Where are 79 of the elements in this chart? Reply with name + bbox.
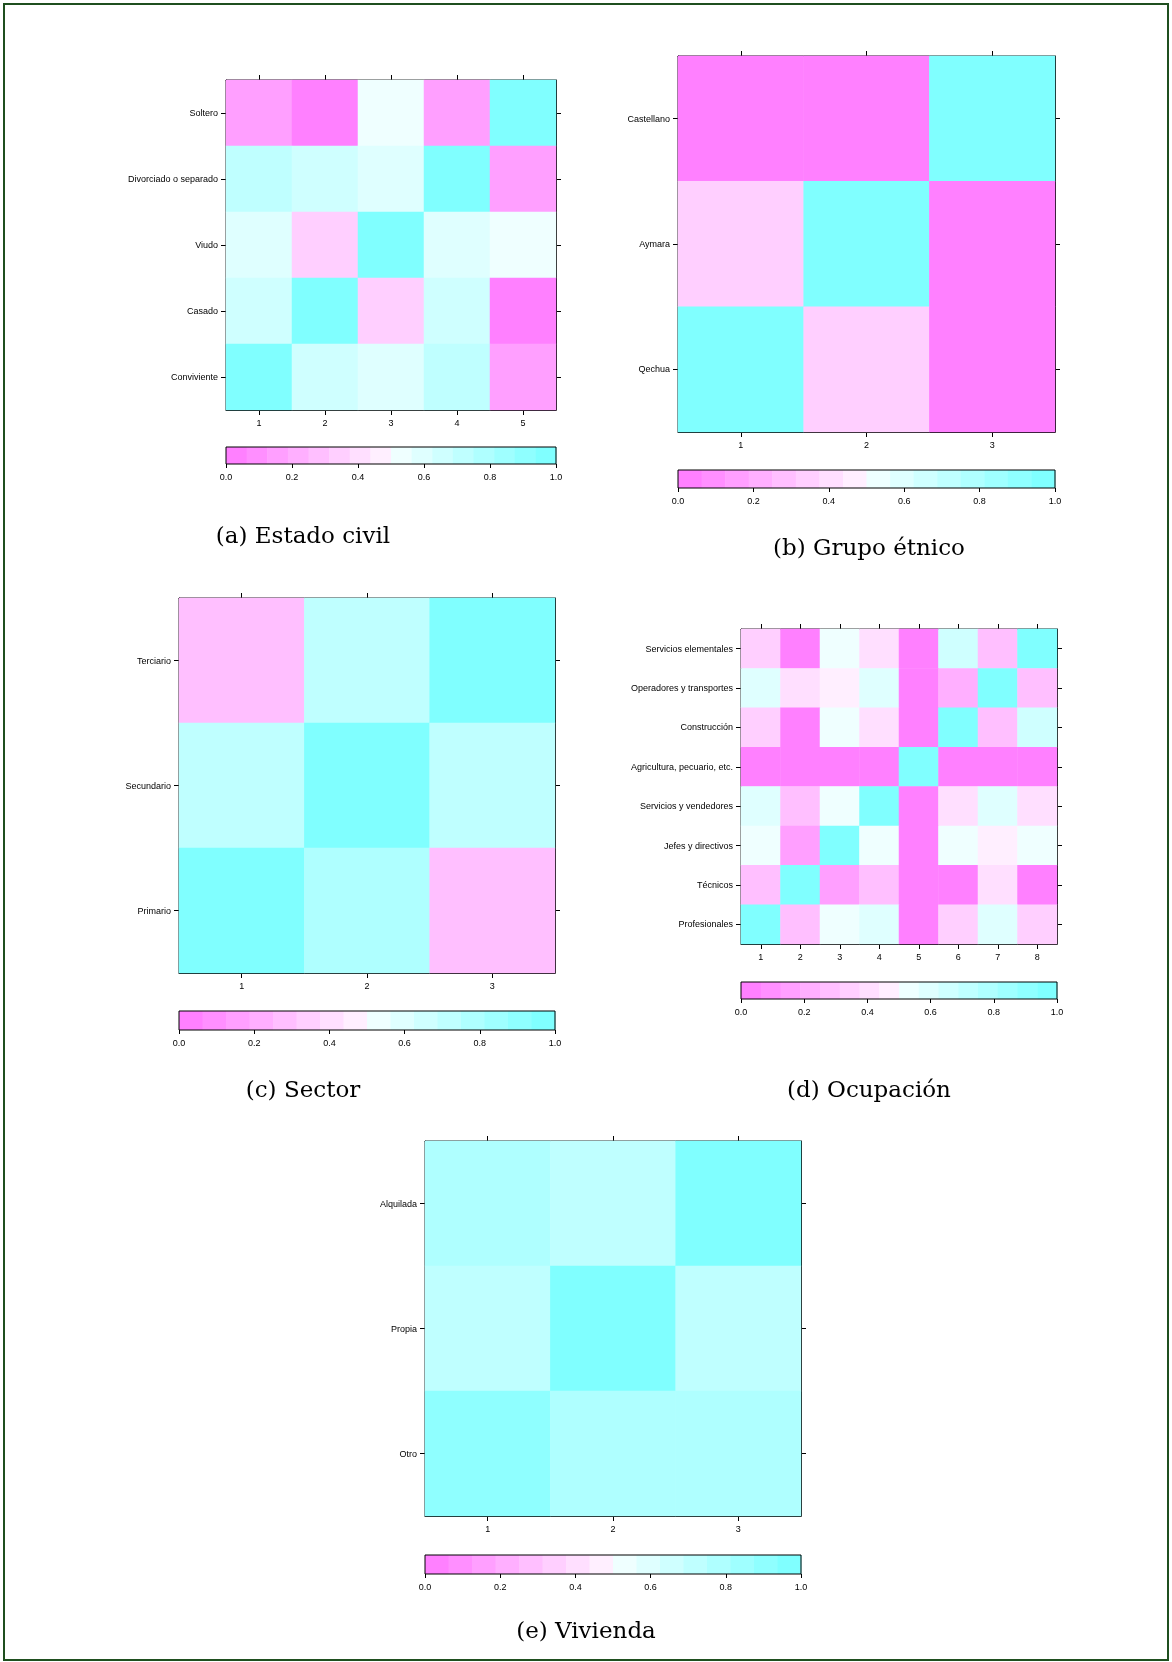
color-bar-label: 0.2 xyxy=(285,471,299,482)
y-tick-label: Jefes y directivos xyxy=(663,840,734,851)
x-tick-label: 4 xyxy=(454,417,460,428)
color-bar-label: 1.0 xyxy=(794,1581,808,1592)
color-bar-label: 0.2 xyxy=(247,1037,261,1048)
text: (c) Sector xyxy=(245,1075,361,1102)
color-bar-label: 0.0 xyxy=(734,1006,748,1017)
y-tick-label: Técnicos xyxy=(696,879,734,890)
text: (e) Vivienda xyxy=(516,1616,657,1643)
y-tick-label: Castellano xyxy=(627,113,670,124)
x-tick-label: 3 xyxy=(989,439,995,450)
color-bar-label: 0.6 xyxy=(644,1581,657,1592)
color-bar-label: 0.2 xyxy=(747,495,760,506)
y-tick-label: Primario xyxy=(137,905,171,916)
color-bar-label: 0.8 xyxy=(483,471,497,482)
y-tick-label: Construcción xyxy=(680,722,733,733)
y-tick-label: Terciario xyxy=(136,655,171,666)
x-tick-label: 2 xyxy=(364,980,370,991)
color-bar-label: 0.0 xyxy=(172,1037,186,1048)
x-tick-label: 1 xyxy=(239,980,245,991)
y-tick-label: Servicios y vendedores xyxy=(639,801,734,812)
y-tick-label: Qechua xyxy=(638,364,670,375)
x-tick-label: 1 xyxy=(758,951,764,962)
y-tick-label: Secundario xyxy=(125,780,171,791)
y-tick-label: Servicios elementales xyxy=(645,643,734,654)
y-tick-label: Alquilada xyxy=(379,1198,417,1209)
color-bar-label: 0.4 xyxy=(569,1581,582,1592)
x-tick-label: 7 xyxy=(995,951,1001,962)
x-tick-label: 1 xyxy=(738,439,744,450)
color-bar-label: 0.8 xyxy=(473,1037,487,1048)
color-bar-label: 0.4 xyxy=(323,1037,336,1048)
x-tick-label: 4 xyxy=(876,951,882,962)
x-tick-label: 5 xyxy=(520,417,526,428)
y-tick-label: Propia xyxy=(390,1323,417,1334)
x-tick-label: 2 xyxy=(863,439,870,450)
color-bar-label: 0.2 xyxy=(493,1581,507,1592)
x-tick-label: 6 xyxy=(955,951,961,962)
color-bar-label: 0.6 xyxy=(924,1006,937,1017)
color-bar-label: 0.2 xyxy=(797,1006,811,1017)
x-tick-label: 2 xyxy=(797,951,803,962)
color-bar-label: 0.0 xyxy=(418,1581,432,1592)
color-bar-label: 0.8 xyxy=(719,1581,733,1592)
color-bar-label: 0.0 xyxy=(671,495,685,506)
y-tick-label: Viudo xyxy=(195,240,218,250)
y-tick-label: Casado xyxy=(186,306,218,316)
color-bar-label: 1.0 xyxy=(1050,1006,1064,1017)
color-bar-label: 0.4 xyxy=(351,471,365,482)
color-bar-label: 0.6 xyxy=(398,1037,411,1048)
color-bar-label: 0.4 xyxy=(861,1006,874,1017)
color-bar-label: 0.4 xyxy=(822,495,836,506)
color-bar-label: 0.0 xyxy=(219,471,233,482)
color-bar-label: 0.6 xyxy=(417,471,431,482)
x-tick-label: 1 xyxy=(256,417,262,428)
x-tick-label: 1 xyxy=(485,1523,491,1534)
y-tick-label: Operadores y transportes xyxy=(630,683,734,694)
y-tick-label: Soltero xyxy=(189,108,218,118)
text: (d) Ocupación xyxy=(787,1075,952,1102)
x-tick-label: 8 xyxy=(1034,951,1040,962)
color-bar-label: 1.0 xyxy=(549,471,563,482)
text: (a) Estado civil xyxy=(215,521,391,548)
color-bar-label: 1.0 xyxy=(548,1037,562,1048)
color-bar-label: 1.0 xyxy=(1048,495,1062,506)
color-bar-label: 0.8 xyxy=(987,1006,1001,1017)
color-bar-label: 0.6 xyxy=(897,495,911,506)
color-bar-label: 0.8 xyxy=(973,495,986,506)
y-tick-label: Conviviente xyxy=(170,372,218,382)
x-tick-label: 2 xyxy=(322,417,328,428)
y-tick-label: Aymara xyxy=(639,239,670,249)
text: (b) Grupo étnico xyxy=(773,533,965,560)
x-tick-label: 3 xyxy=(388,417,394,428)
x-tick-label: 3 xyxy=(489,980,495,991)
y-tick-label: Profesionales xyxy=(678,919,734,930)
x-tick-label: 3 xyxy=(735,1523,741,1534)
x-tick-label: 5 xyxy=(916,951,922,962)
y-tick-label: Agricultura, pecuario, etc. xyxy=(630,761,733,772)
x-tick-label: 2 xyxy=(610,1523,616,1534)
y-tick-label: Divorciado o separado xyxy=(127,174,218,184)
y-tick-label: Otro xyxy=(399,1448,417,1459)
x-tick-label: 3 xyxy=(837,951,843,962)
